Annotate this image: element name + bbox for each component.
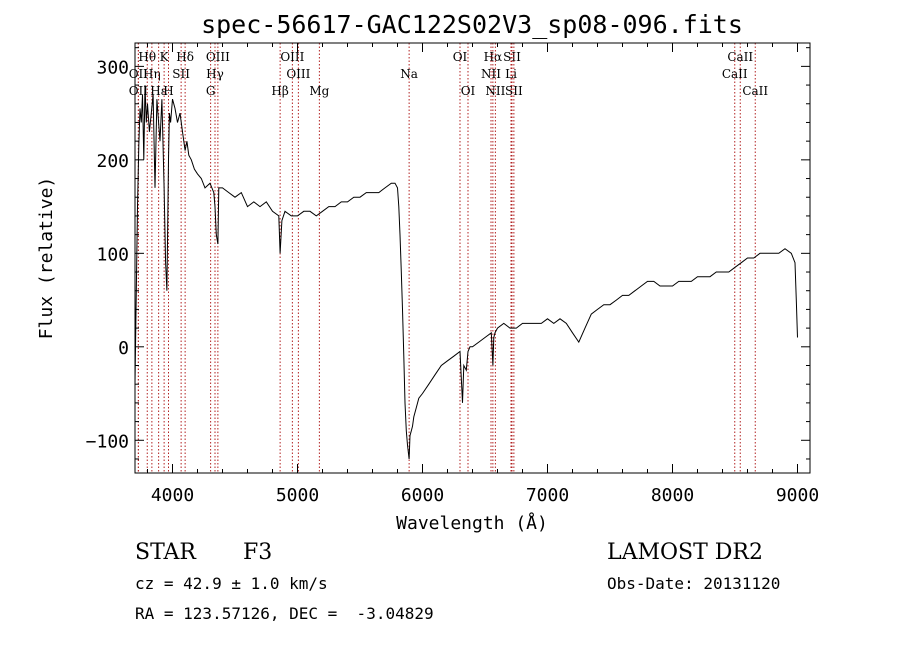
line-marker-label: OI xyxy=(453,50,468,64)
y-tick-label: 300 xyxy=(96,57,129,78)
sky-coordinates: RA = 123.57126, DEC = -3.04829 xyxy=(135,604,434,623)
x-axis-ticks: 4000 5000 6000 7000 8000 9000 xyxy=(147,43,819,506)
line-marker-label: OIII xyxy=(286,67,310,81)
x-axis-label: Wavelength (Å) xyxy=(396,512,548,534)
line-marker-label: SII xyxy=(505,84,523,98)
line-marker-label: OIII xyxy=(206,50,230,64)
line-marker-label: G xyxy=(206,84,216,98)
line-marker-label: Hβ xyxy=(271,84,288,98)
line-marker-label: K xyxy=(160,50,170,64)
object-subclass: F3 xyxy=(243,540,273,565)
survey-name: LAMOST DR2 xyxy=(607,540,763,565)
chart-title: spec-56617-GAC122S02V3_sp08-096.fits xyxy=(201,10,743,39)
y-tick-label: 100 xyxy=(96,244,129,265)
line-marker-label: SII xyxy=(172,67,190,81)
line-marker-label: Hδ xyxy=(176,50,194,64)
object-class: STAR xyxy=(135,540,196,565)
line-marker-label: Li xyxy=(505,67,517,81)
line-marker-label: NII xyxy=(485,84,505,98)
x-tick-label: 8000 xyxy=(651,485,694,506)
line-marker-label: CaII xyxy=(727,50,753,64)
line-marker-label: CaII xyxy=(742,84,768,98)
line-marker-label: OIII xyxy=(280,50,304,64)
line-marker-label: NII xyxy=(481,67,501,81)
y-tick-label: 200 xyxy=(96,151,129,172)
line-marker-label: Hγ xyxy=(206,67,224,81)
line-marker-label: OI xyxy=(461,84,476,98)
redshift-value: cz = 42.9 ± 1.0 km/s xyxy=(135,574,328,593)
line-marker-label: OII xyxy=(129,67,149,81)
line-marker-label: Mg xyxy=(309,84,329,98)
y-axis-label: Flux (relative) xyxy=(36,177,57,340)
x-tick-label: 6000 xyxy=(401,485,444,506)
line-marker-label: Hη xyxy=(143,67,161,81)
x-tick-label: 7000 xyxy=(526,485,569,506)
line-marker-label: OII xyxy=(129,84,149,98)
observation-date: Obs-Date: 20131120 xyxy=(607,574,781,593)
y-tick-label: 0 xyxy=(118,338,129,359)
line-marker-label: SII xyxy=(503,50,521,64)
x-tick-label: 9000 xyxy=(776,485,819,506)
line-marker-label: Hθ xyxy=(138,50,156,64)
x-tick-label: 4000 xyxy=(151,485,194,506)
line-marker-label: Na xyxy=(400,67,418,81)
y-tick-label: −100 xyxy=(86,431,129,452)
line-marker-label: H xyxy=(163,84,173,98)
line-marker-label: Hε xyxy=(150,84,167,98)
x-tick-label: 5000 xyxy=(276,485,319,506)
y-axis-ticks: −100 0 100 200 300 xyxy=(86,47,810,460)
plot-frame xyxy=(134,42,811,474)
line-marker-label: CaII xyxy=(722,67,748,81)
spectrum-line xyxy=(134,85,798,460)
line-marker-label: Hα xyxy=(484,50,503,64)
